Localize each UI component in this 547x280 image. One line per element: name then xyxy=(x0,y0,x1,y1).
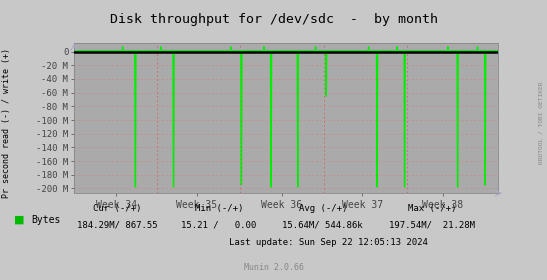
Text: Max (-/+): Max (-/+) xyxy=(408,204,456,213)
Text: 15.64M/ 544.86k: 15.64M/ 544.86k xyxy=(282,221,363,230)
Text: Avg (-/+): Avg (-/+) xyxy=(299,204,347,213)
Text: 184.29M/ 867.55: 184.29M/ 867.55 xyxy=(77,221,158,230)
Text: RRDTOOL / TOBI OETIKER: RRDTOOL / TOBI OETIKER xyxy=(538,82,543,164)
Text: Disk throughput for /dev/sdc  -  by month: Disk throughput for /dev/sdc - by month xyxy=(109,13,438,25)
Text: 197.54M/  21.28M: 197.54M/ 21.28M xyxy=(389,221,475,230)
Text: Last update: Sun Sep 22 12:05:13 2024: Last update: Sun Sep 22 12:05:13 2024 xyxy=(229,238,428,247)
Text: 15.21 /   0.00: 15.21 / 0.00 xyxy=(181,221,257,230)
Text: Munin 2.0.66: Munin 2.0.66 xyxy=(243,263,304,272)
Text: ■: ■ xyxy=(14,215,24,225)
Text: Min (-/+): Min (-/+) xyxy=(195,204,243,213)
Text: Bytes: Bytes xyxy=(32,215,61,225)
Text: Pr second read (-) / write (+): Pr second read (-) / write (+) xyxy=(2,48,11,198)
Text: Cur (-/+): Cur (-/+) xyxy=(94,204,142,213)
